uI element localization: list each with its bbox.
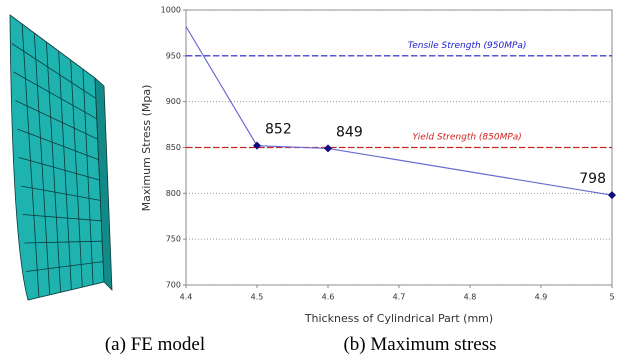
x-tick-label: 4.9	[535, 293, 548, 302]
caption: (b) Maximum stress	[343, 334, 496, 355]
x-tick-label: 4.7	[393, 293, 406, 302]
y-axis-label: Maximum Stress (Mpa)	[140, 85, 153, 212]
fe-model	[10, 15, 112, 300]
data-label: 852	[265, 122, 292, 138]
x-axis-label: Thickness of Cylindrical Part (mm)	[304, 312, 493, 325]
x-tick-label: 4.4	[180, 293, 193, 302]
reference-label: Yield Strength (850MPa)	[412, 133, 521, 143]
x-tick-label: 5	[609, 293, 614, 302]
y-tick-label: 700	[166, 281, 181, 290]
y-tick-label: 950	[166, 51, 181, 60]
x-tick-label: 4.5	[251, 293, 264, 302]
caption: (a) FE model	[105, 334, 205, 355]
y-tick-label: 900	[166, 97, 181, 106]
x-tick-label: 4.6	[322, 293, 335, 302]
y-tick-label: 850	[166, 143, 181, 152]
data-label: 849	[336, 124, 363, 140]
y-tick-label: 750	[166, 235, 181, 244]
figure: (a) FE model (b) Maximum stress Thicknes…	[0, 0, 619, 360]
y-tick-label: 800	[166, 189, 181, 198]
data-label: 798	[579, 171, 606, 187]
reference-label: Tensile Strength (950MPa)	[408, 41, 527, 51]
y-tick-label: 1000	[161, 6, 181, 15]
x-tick-label: 4.8	[464, 293, 477, 302]
